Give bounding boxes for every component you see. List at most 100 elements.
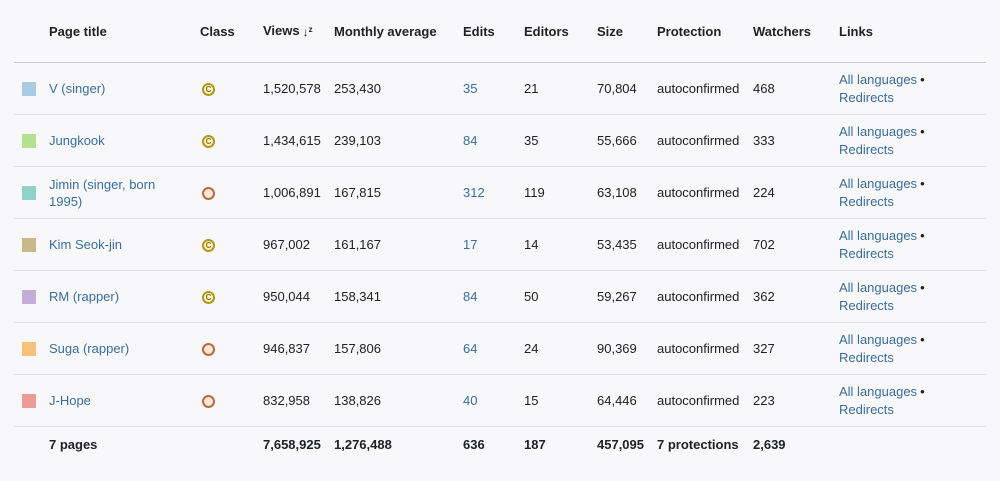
all-languages-link[interactable]: All languages <box>839 175 918 191</box>
swatch-cell <box>14 270 49 323</box>
watchers-cell: 327 <box>753 322 839 375</box>
views-cell: 832,958 <box>263 374 334 427</box>
header-editors-label: Editors <box>524 23 569 39</box>
class-cell <box>200 114 263 167</box>
edits-cell: 312 <box>463 166 524 219</box>
totals-editors: 187 <box>524 436 546 452</box>
protection-cell: autoconfirmed <box>657 218 753 271</box>
header-size[interactable]: Size <box>597 0 657 63</box>
size-cell: 64,446 <box>597 374 657 427</box>
page-title-link[interactable]: RM (rapper) <box>49 289 120 304</box>
sort-descending-icon[interactable]: ↓z <box>302 24 313 39</box>
redirects-link[interactable]: Redirects <box>839 89 894 105</box>
link-separator: • <box>920 279 925 295</box>
link-separator: • <box>920 383 925 399</box>
header-monthly-average[interactable]: Monthly average <box>334 0 463 63</box>
totals-protection: 7 protections <box>657 436 739 452</box>
title-cell: RM (rapper) <box>49 270 200 323</box>
start-class-icon[interactable] <box>202 343 215 357</box>
title-cell: Jungkook <box>49 114 200 167</box>
size-cell: 70,804 <box>597 62 657 115</box>
header-monthly-average-label: Monthly average <box>334 23 437 39</box>
header-edits[interactable]: Edits <box>463 0 524 63</box>
edits-link[interactable]: 64 <box>463 341 478 356</box>
table-row: RM (rapper) 950,044 158,341 84 50 59,267… <box>14 270 986 323</box>
table-body: V (singer) 1,520,578 253,430 35 21 70,80… <box>14 62 986 427</box>
header-watchers-label: Watchers <box>753 23 812 39</box>
monthly-average-cell: 158,341 <box>334 270 463 323</box>
class-cell <box>200 270 263 323</box>
c-class-icon[interactable] <box>202 291 215 305</box>
header-size-label: Size <box>597 23 624 39</box>
edits-cell: 35 <box>463 62 524 115</box>
monthly-average-cell: 138,826 <box>334 374 463 427</box>
start-class-icon[interactable] <box>202 187 215 201</box>
redirects-link[interactable]: Redirects <box>839 401 894 417</box>
link-separator: • <box>920 175 925 191</box>
c-class-icon[interactable] <box>202 135 215 149</box>
title-cell: Jimin (singer, born 1995) <box>49 166 200 219</box>
table-row: Suga (rapper) 946,837 157,806 64 24 90,3… <box>14 322 986 375</box>
redirects-link[interactable]: Redirects <box>839 297 894 313</box>
edits-link[interactable]: 84 <box>463 289 478 304</box>
all-languages-link[interactable]: All languages <box>839 331 918 347</box>
header-class[interactable]: Class <box>200 0 263 63</box>
all-languages-link[interactable]: All languages <box>839 383 918 399</box>
protection-cell: autoconfirmed <box>657 62 753 115</box>
edits-link[interactable]: 84 <box>463 133 478 148</box>
edits-link[interactable]: 312 <box>463 185 485 200</box>
header-page-title[interactable]: Page title <box>49 0 200 63</box>
size-cell: 53,435 <box>597 218 657 271</box>
c-class-icon[interactable] <box>202 239 215 253</box>
header-protection[interactable]: Protection <box>657 0 753 63</box>
protection-cell: autoconfirmed <box>657 166 753 219</box>
protection-cell: autoconfirmed <box>657 114 753 167</box>
header-links: Links <box>839 0 986 63</box>
monthly-average-cell: 167,815 <box>334 166 463 219</box>
all-languages-link[interactable]: All languages <box>839 71 918 87</box>
editors-cell: 50 <box>524 270 597 323</box>
edits-cell: 40 <box>463 374 524 427</box>
totals-monthly-average: 1,276,488 <box>334 436 392 452</box>
views-cell: 967,002 <box>263 218 334 271</box>
all-languages-link[interactable]: All languages <box>839 123 918 139</box>
start-class-icon[interactable] <box>202 395 215 409</box>
header-editors[interactable]: Editors <box>524 0 597 63</box>
totals-links-cell <box>839 427 986 462</box>
redirects-link[interactable]: Redirects <box>839 141 894 157</box>
page-title-link[interactable]: Suga (rapper) <box>49 341 130 356</box>
header-watchers[interactable]: Watchers <box>753 0 839 63</box>
edits-cell: 64 <box>463 322 524 375</box>
redirects-link[interactable]: Redirects <box>839 349 894 365</box>
link-separator: • <box>920 71 925 87</box>
all-languages-link[interactable]: All languages <box>839 227 918 243</box>
redirects-link[interactable]: Redirects <box>839 193 894 209</box>
swatch-cell <box>14 218 49 271</box>
class-cell <box>200 218 263 271</box>
totals-swatch-cell <box>14 427 49 462</box>
header-class-label: Class <box>200 23 235 39</box>
page-title-link[interactable]: Kim Seok-jin <box>49 237 122 252</box>
edits-link[interactable]: 35 <box>463 81 478 96</box>
views-cell: 1,006,891 <box>263 166 334 219</box>
totals-size: 457,095 <box>597 436 644 452</box>
editors-cell: 21 <box>524 62 597 115</box>
page-title-link[interactable]: Jungkook <box>49 133 105 148</box>
header-views[interactable]: Views ↓z <box>263 0 334 63</box>
page-title-link[interactable]: Jimin (singer, born 1995) <box>49 176 156 209</box>
edits-link[interactable]: 40 <box>463 393 478 408</box>
size-cell: 55,666 <box>597 114 657 167</box>
color-swatch <box>22 289 36 304</box>
monthly-average-cell: 239,103 <box>334 114 463 167</box>
edits-link[interactable]: 17 <box>463 237 478 252</box>
class-cell <box>200 62 263 115</box>
editors-cell: 24 <box>524 322 597 375</box>
redirects-link[interactable]: Redirects <box>839 245 894 261</box>
page-title-link[interactable]: J-Hope <box>49 393 91 408</box>
all-languages-link[interactable]: All languages <box>839 279 918 295</box>
c-class-icon[interactable] <box>202 83 215 97</box>
class-cell <box>200 374 263 427</box>
watchers-cell: 468 <box>753 62 839 115</box>
page-title-link[interactable]: V (singer) <box>49 81 106 96</box>
